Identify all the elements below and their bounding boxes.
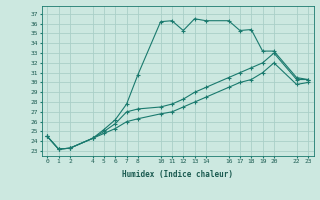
X-axis label: Humidex (Indice chaleur): Humidex (Indice chaleur)	[122, 170, 233, 179]
